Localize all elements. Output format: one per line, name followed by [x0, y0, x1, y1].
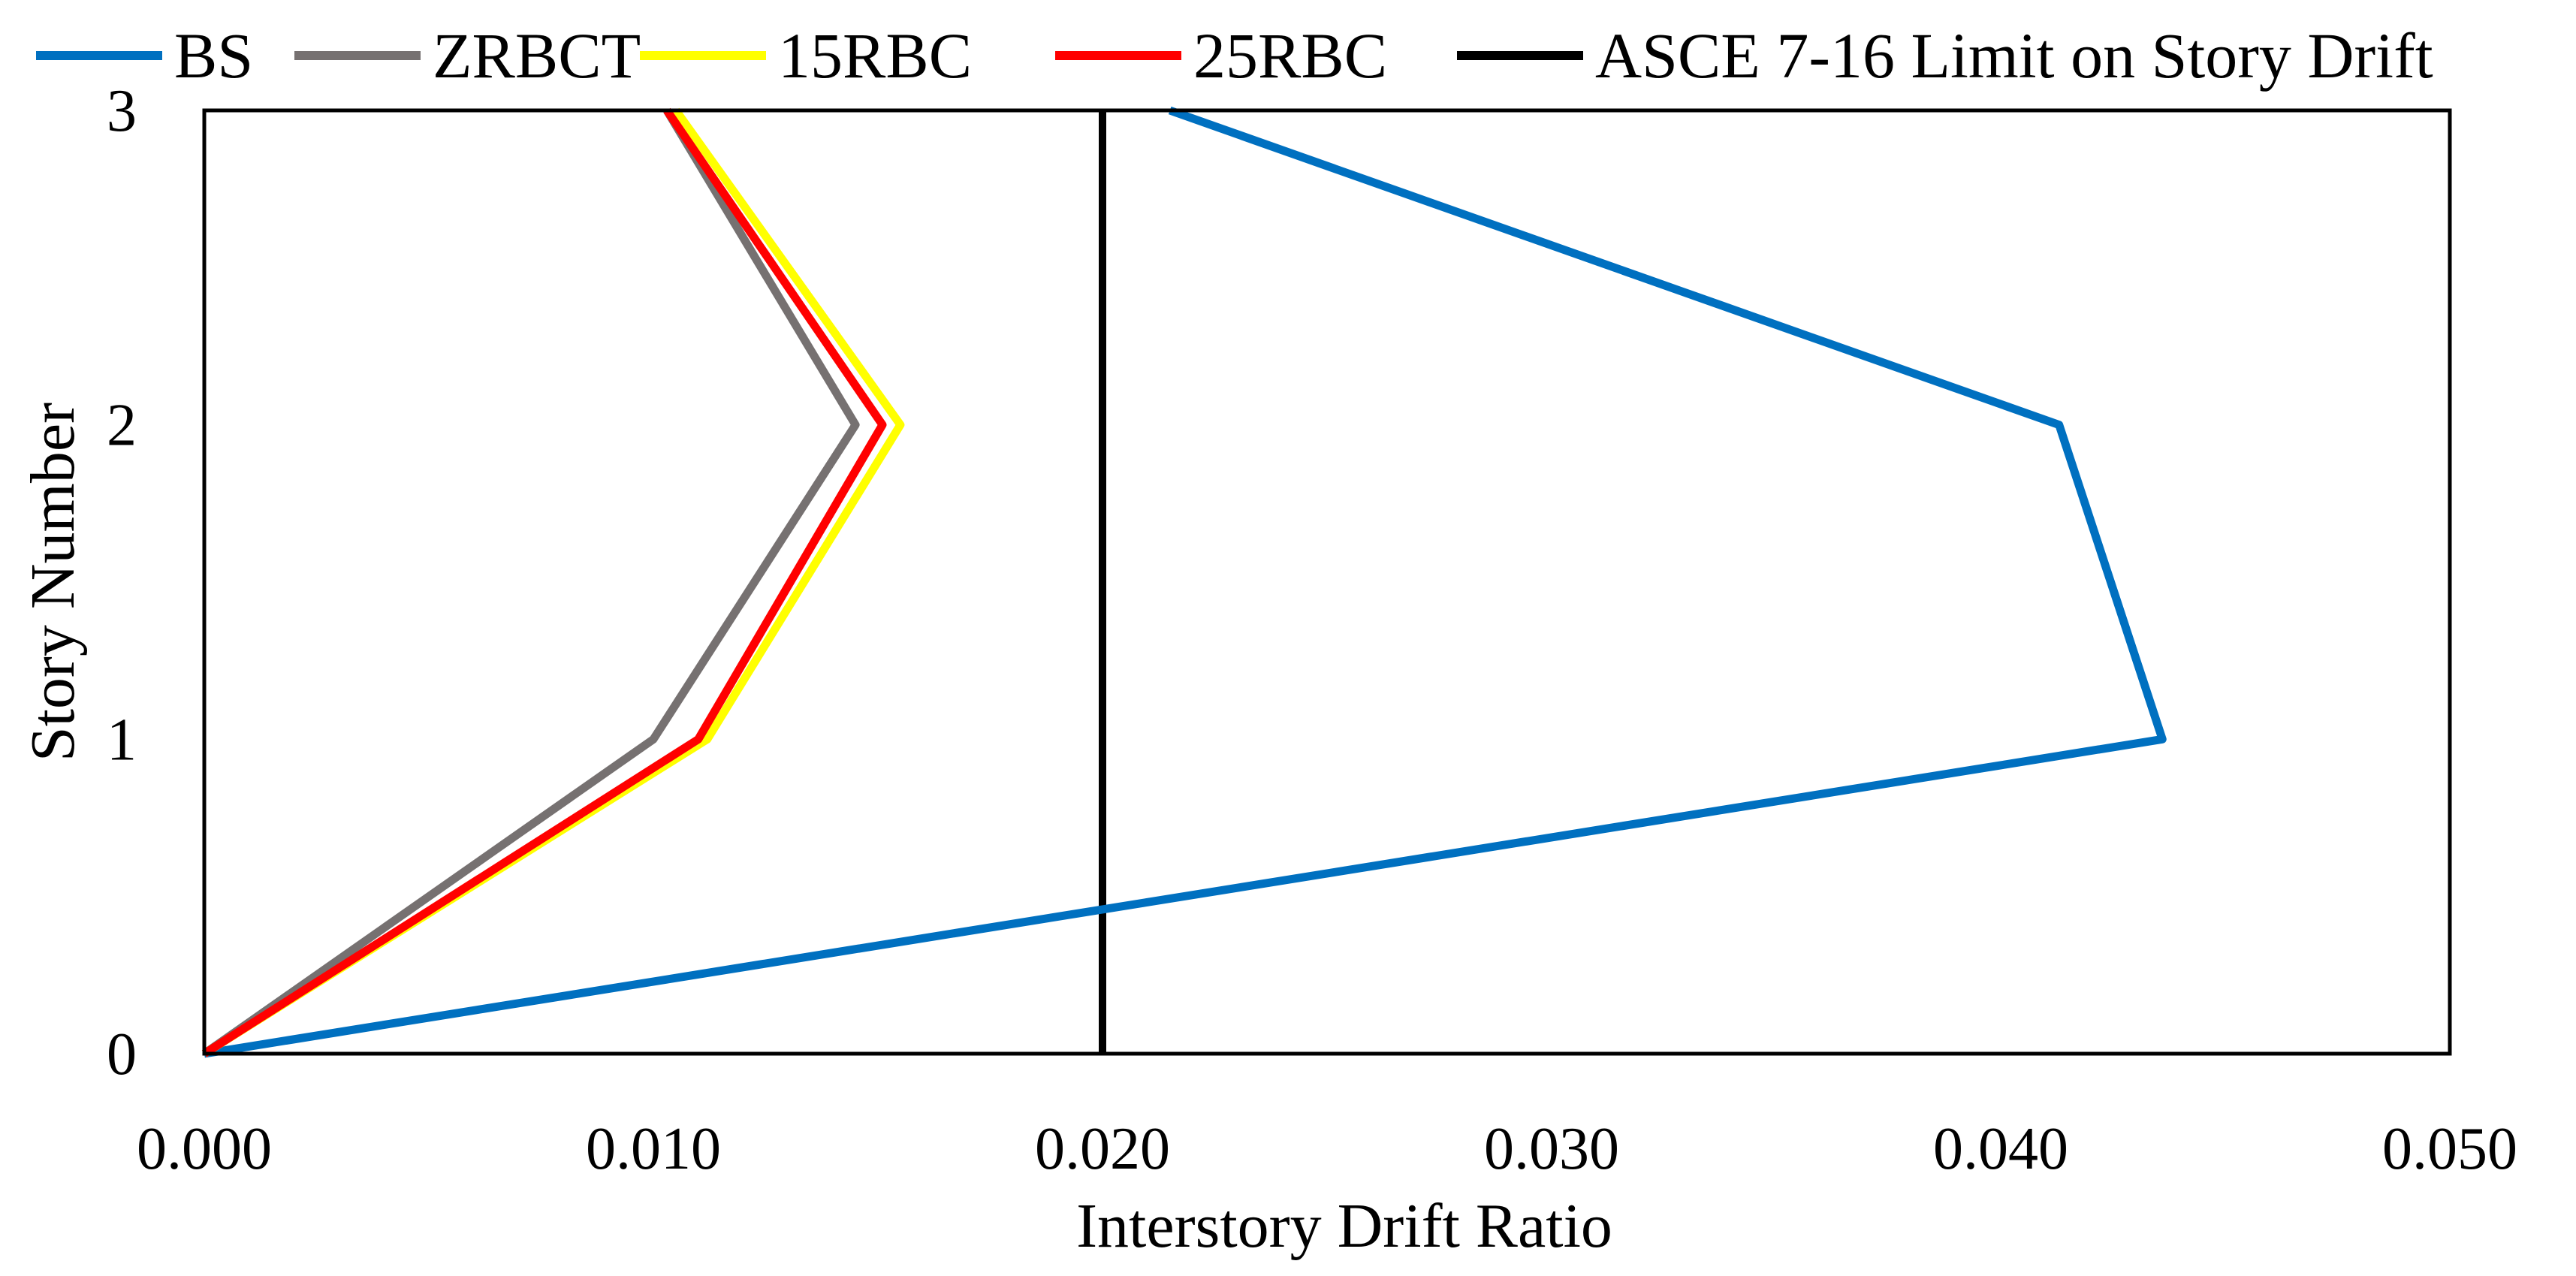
x-tick-label: 0.040 [1933, 1116, 2068, 1182]
x-tick-label: 0.030 [1484, 1116, 1619, 1182]
legend-label-bs: BS [174, 20, 253, 92]
legend-label-15rbc: 15RBC [778, 20, 972, 92]
series-line-zrbct [201, 108, 860, 1057]
x-tick-label: 0.010 [586, 1116, 721, 1182]
series-layer [201, 106, 2167, 1058]
legend: BS ZRBCT 15RBC 25RBC ASCE 7-16 Limit on Stor… [36, 20, 2433, 92]
legend-label-25rbc: 25RBC [1193, 20, 1387, 92]
x-axis-ticks: 0.000 0.010 0.020 0.030 0.040 0.050 [137, 1116, 2517, 1182]
y-tick-label: 2 [107, 393, 137, 459]
y-axis-title: Story Number [18, 403, 88, 762]
legend-label-zrbct: ZRBCT [433, 20, 641, 92]
plot-area [204, 110, 2450, 1054]
y-axis-ticks: 0 1 2 3 [107, 78, 137, 1087]
y-tick-label: 1 [107, 707, 137, 773]
plot-border [202, 108, 2452, 1056]
y-tick-label: 3 [107, 78, 137, 144]
legend-label-asce-7-16-limit-on-story-drift: ASCE 7-16 Limit on Story Drift [1595, 20, 2433, 92]
x-tick-label: 0.050 [2382, 1116, 2517, 1182]
series-line-bs [204, 106, 2167, 1058]
x-axis-title: Interstory Drift Ratio [1076, 1191, 1612, 1261]
x-tick-label: 0.020 [1035, 1116, 1170, 1182]
x-tick-label: 0.000 [137, 1116, 272, 1182]
y-tick-label: 0 [107, 1021, 137, 1087]
series-line-25rbc [202, 107, 887, 1057]
